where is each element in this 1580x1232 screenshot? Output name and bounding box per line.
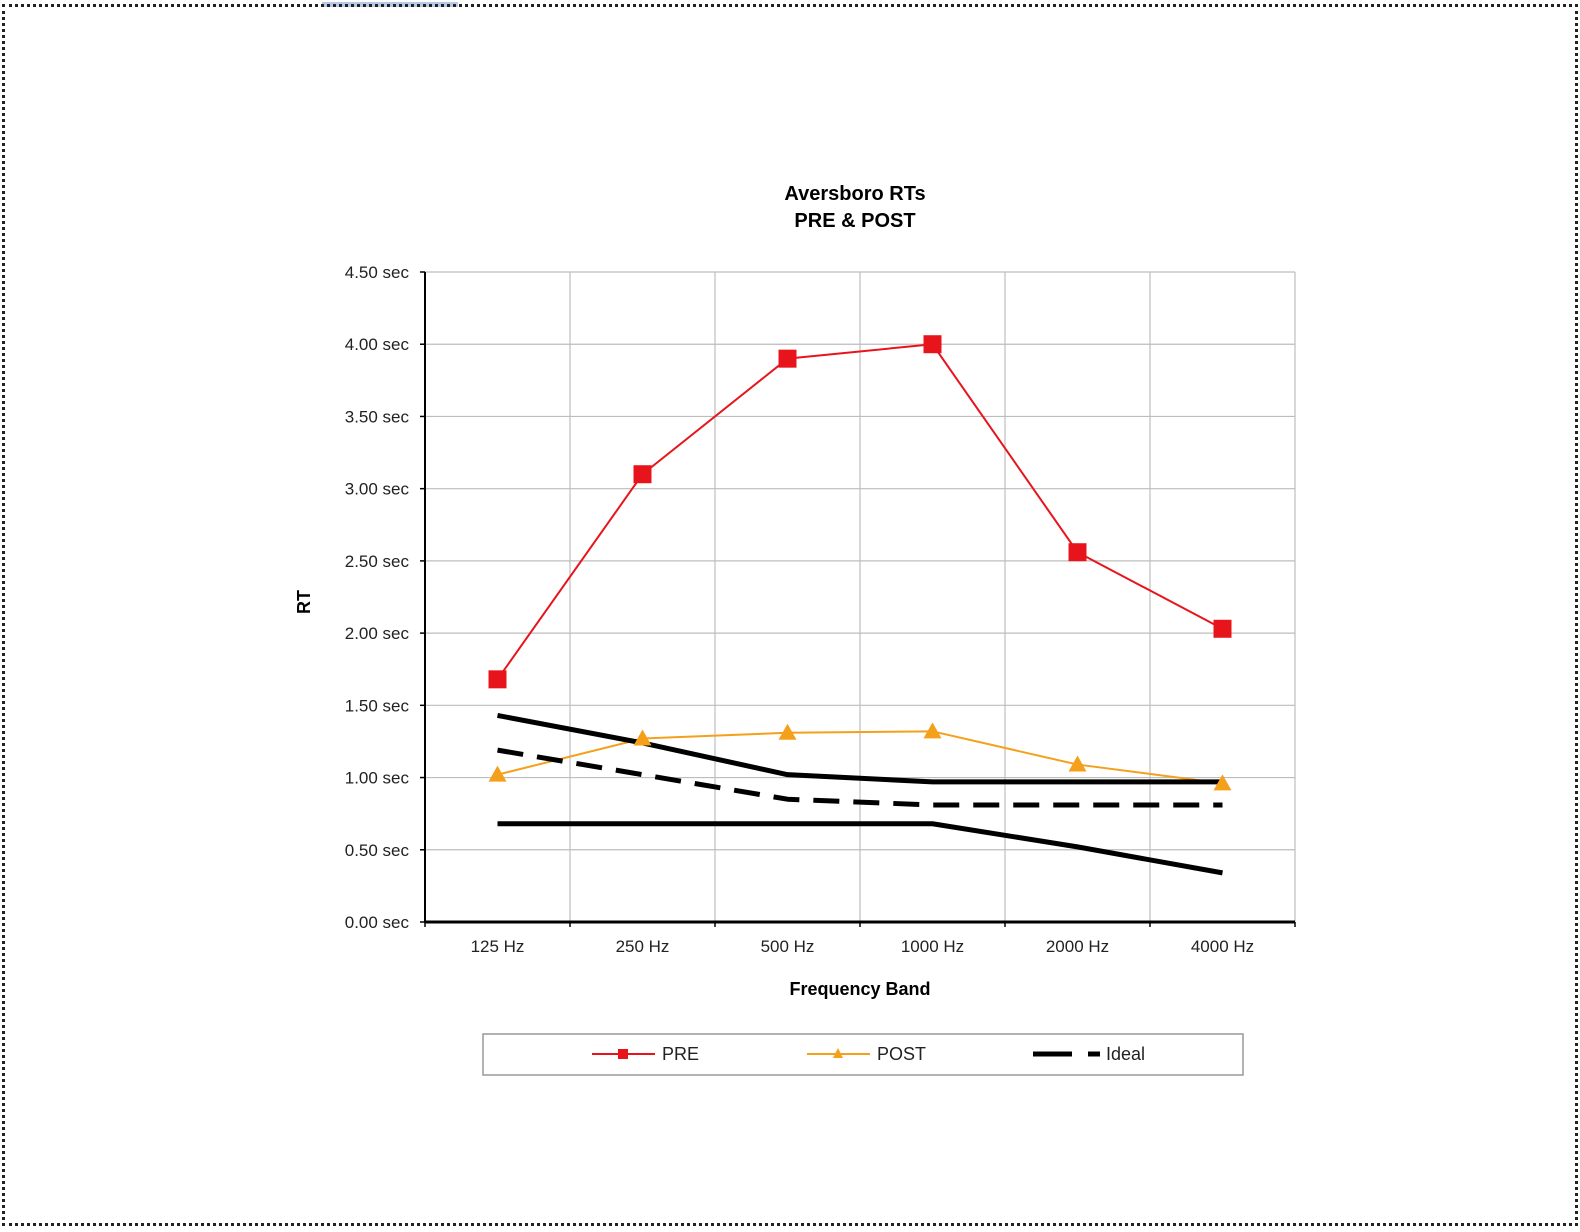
post-marker xyxy=(923,722,942,739)
y-tick-label: 4.00 sec xyxy=(345,335,410,354)
y-tick-label: 3.50 sec xyxy=(345,407,410,426)
axes xyxy=(420,271,1296,927)
x-tick-label: 4000 Hz xyxy=(1191,937,1254,956)
pre-marker xyxy=(633,465,652,484)
legend-post-marker xyxy=(833,1048,843,1058)
y-tick-labels: 0.00 sec 0.50 sec 1.00 sec 1.50 sec 2.00 sec… xyxy=(345,263,410,932)
chart-subtitle: PRE & POST xyxy=(794,210,915,232)
x-tick-label: 2000 Hz xyxy=(1046,937,1109,956)
series-markers xyxy=(488,335,1232,791)
y-tick-label: 2.50 sec xyxy=(345,552,410,571)
series-line-3 xyxy=(497,747,1223,808)
page-border xyxy=(2,4,1578,1226)
legend-item-post: POST xyxy=(807,1044,926,1064)
legend-post-label: POST xyxy=(877,1044,926,1064)
pre-marker xyxy=(778,349,797,368)
legend-item-pre: PRE xyxy=(592,1044,699,1064)
x-tick-label: 1000 Hz xyxy=(901,937,964,956)
legend-pre-marker xyxy=(618,1049,628,1059)
series-line-2 xyxy=(497,712,1223,785)
grid-lines xyxy=(425,271,1296,922)
pre-marker xyxy=(1068,543,1087,562)
post-marker xyxy=(778,723,797,740)
y-tick-label: 1.00 sec xyxy=(345,769,410,788)
y-tick-label: 0.50 sec xyxy=(345,841,410,860)
legend-item-ideal: Ideal xyxy=(1033,1044,1145,1064)
y-tick-label: 2.00 sec xyxy=(345,624,410,643)
y-tick-label: 0.00 sec xyxy=(345,913,410,932)
pre-marker xyxy=(488,670,507,689)
y-tick-label: 1.50 sec xyxy=(345,696,410,715)
series-line-0 xyxy=(496,343,1223,680)
y-axis-title: RT xyxy=(294,590,314,614)
x-tick-label: 500 Hz xyxy=(761,937,815,956)
legend-pre-label: PRE xyxy=(662,1044,699,1064)
x-tick-label: 125 Hz xyxy=(471,937,525,956)
x-tick-label: 250 Hz xyxy=(616,937,670,956)
chart-title: Aversboro RTs xyxy=(784,183,925,205)
post-marker xyxy=(1213,774,1232,791)
y-tick-label: 4.50 sec xyxy=(345,263,410,282)
pre-marker xyxy=(1213,619,1232,638)
series-lines xyxy=(496,343,1223,876)
series-line-4 xyxy=(497,821,1223,876)
post-marker xyxy=(488,765,507,782)
y-tick-label: 3.00 sec xyxy=(345,480,410,499)
pre-marker xyxy=(923,335,942,354)
series-line-1 xyxy=(497,730,1223,785)
x-axis-title: Frequency Band xyxy=(789,979,930,999)
legend: PRE POST Ideal xyxy=(482,1033,1244,1076)
post-marker xyxy=(1068,755,1087,772)
post-marker xyxy=(633,729,652,746)
legend-ideal-label: Ideal xyxy=(1106,1044,1145,1064)
x-tick-labels: 125 Hz 250 Hz 500 Hz 1000 Hz 2000 Hz 4000 Hz xyxy=(471,937,1255,956)
